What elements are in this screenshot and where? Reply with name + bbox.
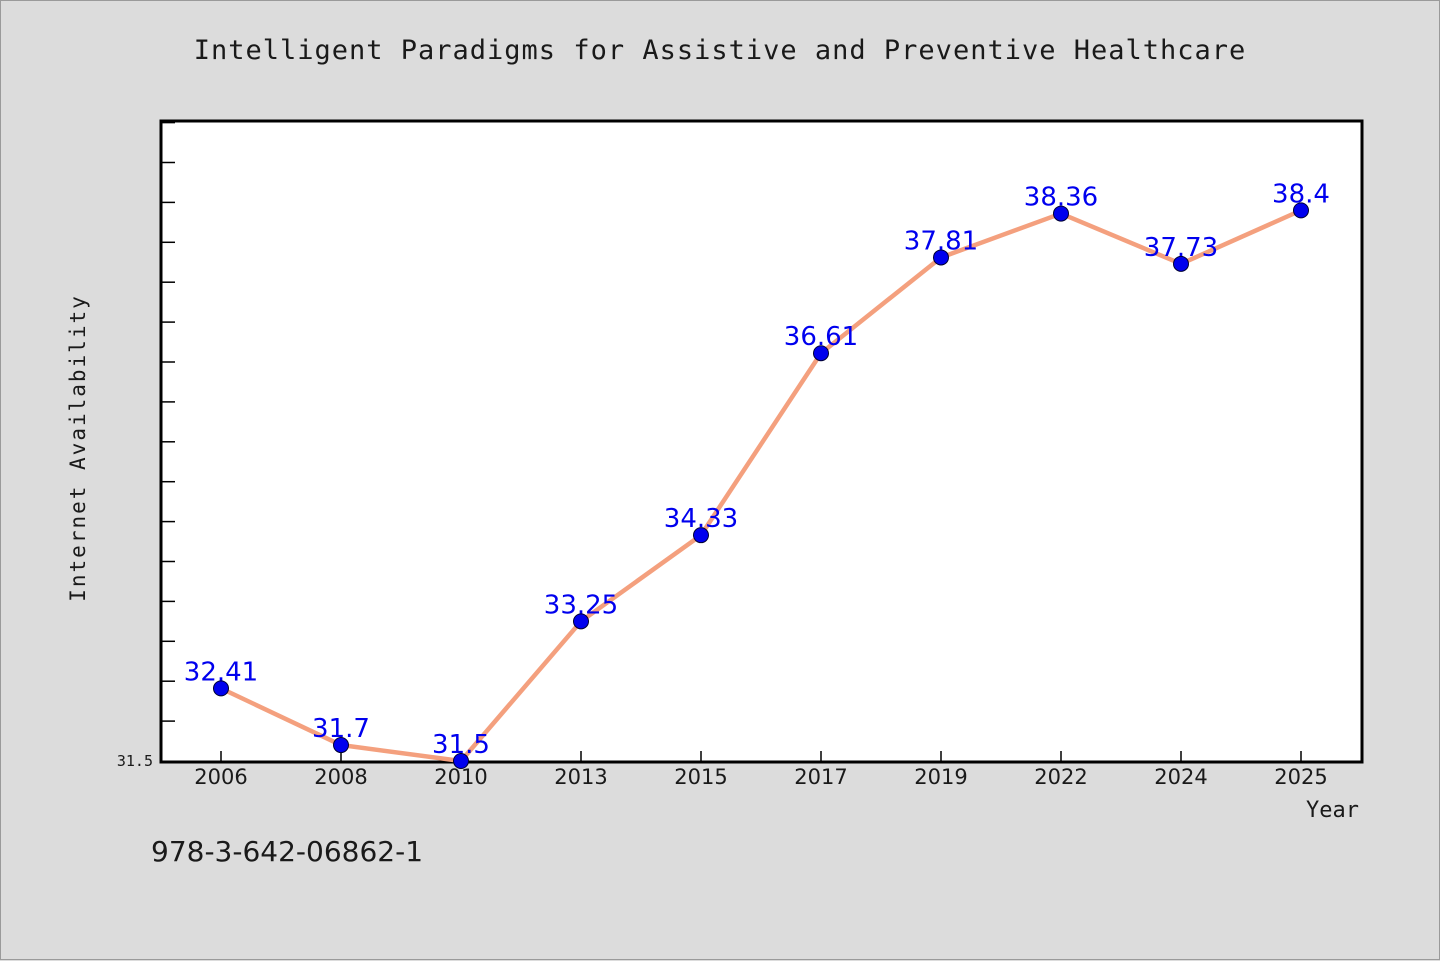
y-tick-labels: 31.5 xyxy=(117,752,153,770)
data-point xyxy=(933,249,949,266)
data-point xyxy=(1293,202,1309,219)
series-line xyxy=(218,208,1304,764)
y-axis-label: Internet Availability xyxy=(66,294,90,602)
y-tick-label: 31.5 xyxy=(117,752,153,770)
x-tick-label: 2015 xyxy=(674,765,727,789)
data-label: 31.7 xyxy=(312,714,370,744)
x-tick-labels: 2006 2008 2010 2013 2015 2017 2019 2022 2024 2025 xyxy=(194,765,1327,789)
data-label: 38.4 xyxy=(1272,179,1330,209)
x-tick-label: 2008 xyxy=(314,765,367,789)
data-point xyxy=(453,753,469,769)
data-point xyxy=(813,345,829,362)
isbn-footer: 978-3-642-06862-1 xyxy=(151,835,424,868)
data-point xyxy=(213,680,229,697)
x-tick-marks xyxy=(220,751,1302,761)
data-label: 33.25 xyxy=(544,590,618,620)
x-tick-label: 2013 xyxy=(554,765,607,789)
data-label: 37.81 xyxy=(904,226,978,256)
data-label: 37.73 xyxy=(1144,233,1218,263)
x-tick-label: 2025 xyxy=(1274,765,1327,789)
data-label: 36.61 xyxy=(784,322,858,352)
x-tick-label: 2022 xyxy=(1034,765,1087,789)
x-tick-label: 2006 xyxy=(194,765,247,789)
x-tick-label: 2017 xyxy=(794,765,847,789)
data-point xyxy=(693,527,709,544)
x-tick-label: 2024 xyxy=(1154,765,1207,789)
data-labels: 32.41 31.7 31.5 33.25 34.33 36.61 37.81 38.36 37… xyxy=(184,179,1330,760)
data-point xyxy=(333,737,349,754)
data-point xyxy=(1053,205,1069,222)
chart-title: Intelligent Paradigms for Assistive and … xyxy=(193,35,1247,66)
data-label: 31.5 xyxy=(432,730,490,760)
data-label: 32.41 xyxy=(184,657,258,687)
data-label: 38.36 xyxy=(1024,183,1098,213)
data-markers xyxy=(213,202,1309,769)
data-point xyxy=(573,613,589,630)
data-point xyxy=(1173,255,1189,272)
x-tick-label: 2019 xyxy=(914,765,967,789)
y-axis-ticks xyxy=(161,121,175,722)
x-axis-label: Year xyxy=(1306,798,1359,823)
data-label: 34.33 xyxy=(664,504,738,534)
